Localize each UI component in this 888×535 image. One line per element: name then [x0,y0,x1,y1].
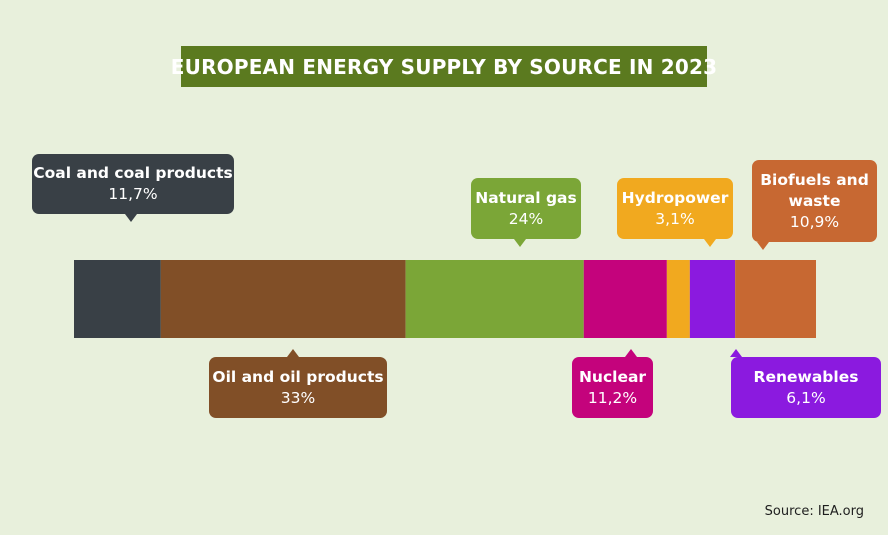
data-label: 33% [280,388,316,407]
data-label: 24% [508,209,544,228]
data-label: 6,1% [786,388,826,407]
series-name-label: Biofuels and waste [760,170,869,210]
bar-segment-biofuels-and-waste [735,260,816,338]
callout-biofuels-and-waste: Biofuels and waste 10,9% [752,160,877,250]
bar-segment-coal-and-coal-products [74,260,161,338]
source-note: Source: IEA.org [764,504,864,519]
callout-hydropower: Hydropower 3,1% [617,178,733,247]
callout-nuclear: Nuclear 11,2% [572,349,653,418]
bar-segment-hydropower [666,260,690,338]
bar-segment-natural-gas [405,260,584,338]
series-name-label: Oil and oil products [212,367,384,386]
data-label: 11,7% [108,185,158,203]
bar-segment-oil-and-oil-products [160,260,406,338]
chart-title: EUROPEAN ENERGY SUPPLY BY SOURCE IN 2023 [171,46,717,87]
callout-natural-gas: Natural gas 24% [471,178,581,247]
series-name-label: Natural gas [475,188,577,207]
bar-segment-nuclear [583,260,667,338]
data-label: 3,1% [655,209,695,228]
bar-segment-renewables [689,260,736,338]
callout-renewables: Renewables 6,1% [730,349,881,418]
series-name-label: Coal and coal products [33,164,233,182]
callout-oil-and-oil-products: Oil and oil products 33% [209,349,387,418]
callout-coal-and-coal-products: Coal and coal products 11,7% [32,154,234,222]
data-label: 10,9% [789,212,840,231]
series-name-label: Renewables [753,367,859,386]
series-name-label: Hydropower [621,188,729,207]
series-name-label: Nuclear [578,367,647,386]
data-label: 11,2% [587,388,638,407]
